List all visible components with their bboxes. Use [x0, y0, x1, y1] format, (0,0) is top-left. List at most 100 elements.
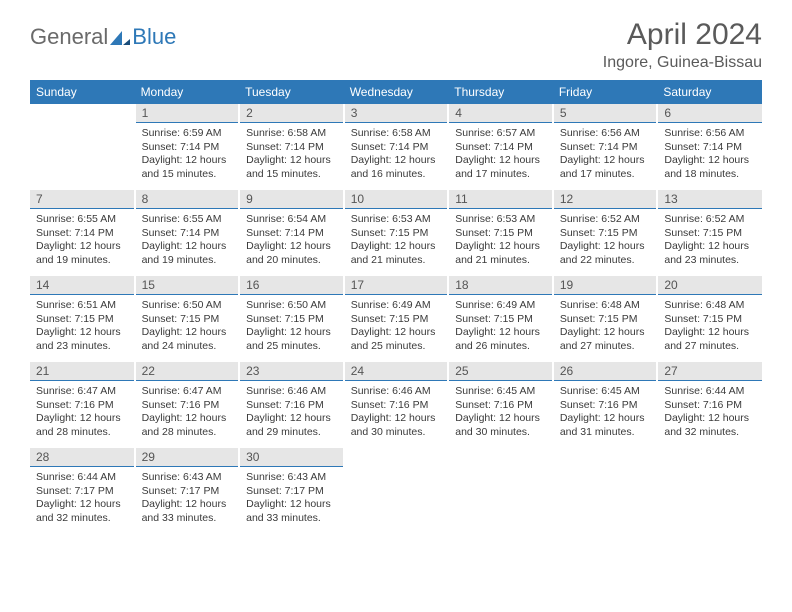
sunrise-line: Sunrise: 6:46 AM	[351, 385, 442, 399]
sunset-line: Sunset: 7:16 PM	[351, 399, 442, 413]
sunset-line: Sunset: 7:14 PM	[664, 141, 756, 155]
day-details: Sunrise: 6:52 AMSunset: 7:15 PMDaylight:…	[658, 209, 762, 274]
daylight-line: Daylight: 12 hours and 19 minutes.	[142, 240, 233, 267]
calendar-day-cell: 14Sunrise: 6:51 AMSunset: 7:15 PMDayligh…	[30, 276, 135, 362]
calendar-day-cell: 6 Sunrise: 6:56 AMSunset: 7:14 PMDaylight…	[657, 104, 762, 190]
daylight-line: Daylight: 12 hours and 17 minutes.	[455, 154, 546, 181]
calendar-day-cell: 12Sunrise: 6:52 AMSunset: 7:15 PMDayligh…	[553, 190, 658, 276]
sunrise-line: Sunrise: 6:43 AM	[142, 471, 233, 485]
day-details: Sunrise: 6:49 AMSunset: 7:15 PMDaylight:…	[449, 295, 552, 360]
day-number: 25	[449, 362, 552, 381]
calendar-day-cell: 20Sunrise: 6:48 AMSunset: 7:15 PMDayligh…	[657, 276, 762, 362]
day-number: 14	[30, 276, 134, 295]
sunset-line: Sunset: 7:14 PM	[36, 227, 128, 241]
day-details: Sunrise: 6:55 AMSunset: 7:14 PMDaylight:…	[136, 209, 239, 274]
weekday-header: Tuesday	[239, 80, 344, 104]
day-details: Sunrise: 6:53 AMSunset: 7:15 PMDaylight:…	[345, 209, 448, 274]
day-details: Sunrise: 6:50 AMSunset: 7:15 PMDaylight:…	[240, 295, 343, 360]
daylight-line: Daylight: 12 hours and 31 minutes.	[560, 412, 651, 439]
sunset-line: Sunset: 7:16 PM	[142, 399, 233, 413]
sunrise-line: Sunrise: 6:43 AM	[246, 471, 337, 485]
sunrise-line: Sunrise: 6:56 AM	[664, 127, 756, 141]
day-details: Sunrise: 6:45 AMSunset: 7:16 PMDaylight:…	[554, 381, 657, 446]
calendar-day-cell: 5Sunrise: 6:56 AMSunset: 7:14 PMDaylight…	[553, 104, 658, 190]
sunrise-line: Sunrise: 6:53 AM	[351, 213, 442, 227]
calendar-day-cell: 22Sunrise: 6:47 AMSunset: 7:16 PMDayligh…	[135, 362, 240, 448]
sunrise-line: Sunrise: 6:45 AM	[560, 385, 651, 399]
sunrise-line: Sunrise: 6:47 AM	[142, 385, 233, 399]
daylight-line: Daylight: 12 hours and 21 minutes.	[455, 240, 546, 267]
calendar-day-cell	[344, 448, 449, 534]
calendar-day-cell: 11Sunrise: 6:53 AMSunset: 7:15 PMDayligh…	[448, 190, 553, 276]
page-header: General Blue April 2024 Ingore, Guinea-B…	[30, 18, 762, 72]
sunset-line: Sunset: 7:17 PM	[142, 485, 233, 499]
sunrise-line: Sunrise: 6:50 AM	[142, 299, 233, 313]
calendar-day-cell: 17Sunrise: 6:49 AMSunset: 7:15 PMDayligh…	[344, 276, 449, 362]
day-details: Sunrise: 6:50 AMSunset: 7:15 PMDaylight:…	[136, 295, 239, 360]
calendar-day-cell	[553, 448, 658, 534]
day-number: 9	[240, 190, 343, 209]
day-number: 19	[554, 276, 657, 295]
day-number: 17	[345, 276, 448, 295]
sunset-line: Sunset: 7:16 PM	[246, 399, 337, 413]
day-number: 15	[136, 276, 239, 295]
sunset-line: Sunset: 7:15 PM	[36, 313, 128, 327]
sunset-line: Sunset: 7:14 PM	[246, 227, 337, 241]
weekday-header: Thursday	[448, 80, 553, 104]
daylight-line: Daylight: 12 hours and 15 minutes.	[142, 154, 233, 181]
day-number: 6	[658, 104, 762, 123]
weekday-header-row: Sunday Monday Tuesday Wednesday Thursday…	[30, 80, 762, 104]
daylight-line: Daylight: 12 hours and 26 minutes.	[455, 326, 546, 353]
calendar-week-row: 21Sunrise: 6:47 AMSunset: 7:16 PMDayligh…	[30, 362, 762, 448]
daylight-line: Daylight: 12 hours and 28 minutes.	[142, 412, 233, 439]
day-details: Sunrise: 6:47 AMSunset: 7:16 PMDaylight:…	[30, 381, 134, 446]
day-details: Sunrise: 6:56 AMSunset: 7:14 PMDaylight:…	[554, 123, 657, 188]
day-number: 16	[240, 276, 343, 295]
day-details: Sunrise: 6:51 AMSunset: 7:15 PMDaylight:…	[30, 295, 134, 360]
daylight-line: Daylight: 12 hours and 27 minutes.	[560, 326, 651, 353]
daylight-line: Daylight: 12 hours and 22 minutes.	[560, 240, 651, 267]
day-number: 3	[345, 104, 448, 123]
calendar-day-cell: 3Sunrise: 6:58 AMSunset: 7:14 PMDaylight…	[344, 104, 449, 190]
day-details: Sunrise: 6:44 AMSunset: 7:17 PMDaylight:…	[30, 467, 134, 532]
weekday-header: Monday	[135, 80, 240, 104]
day-details: Sunrise: 6:43 AMSunset: 7:17 PMDaylight:…	[136, 467, 239, 532]
sunset-line: Sunset: 7:15 PM	[455, 227, 546, 241]
day-details: Sunrise: 6:45 AMSunset: 7:16 PMDaylight:…	[449, 381, 552, 446]
sunset-line: Sunset: 7:15 PM	[351, 313, 442, 327]
calendar-week-row: 28Sunrise: 6:44 AMSunset: 7:17 PMDayligh…	[30, 448, 762, 534]
daylight-line: Daylight: 12 hours and 30 minutes.	[351, 412, 442, 439]
sunset-line: Sunset: 7:15 PM	[455, 313, 546, 327]
day-number: 5	[554, 104, 657, 123]
day-details: Sunrise: 6:44 AMSunset: 7:16 PMDaylight:…	[658, 381, 762, 446]
sunrise-line: Sunrise: 6:50 AM	[246, 299, 337, 313]
sunset-line: Sunset: 7:16 PM	[455, 399, 546, 413]
weekday-header: Wednesday	[344, 80, 449, 104]
sunset-line: Sunset: 7:16 PM	[36, 399, 128, 413]
day-number: 11	[449, 190, 552, 209]
sunrise-line: Sunrise: 6:45 AM	[455, 385, 546, 399]
day-details: Sunrise: 6:59 AMSunset: 7:14 PMDaylight:…	[136, 123, 239, 188]
calendar-day-cell: 29Sunrise: 6:43 AMSunset: 7:17 PMDayligh…	[135, 448, 240, 534]
calendar-day-cell: 23Sunrise: 6:46 AMSunset: 7:16 PMDayligh…	[239, 362, 344, 448]
sunset-line: Sunset: 7:15 PM	[142, 313, 233, 327]
sunrise-line: Sunrise: 6:58 AM	[246, 127, 337, 141]
logo-text-general: General	[30, 24, 108, 50]
sunset-line: Sunset: 7:15 PM	[351, 227, 442, 241]
daylight-line: Daylight: 12 hours and 30 minutes.	[455, 412, 546, 439]
sunrise-line: Sunrise: 6:46 AM	[246, 385, 337, 399]
daylight-line: Daylight: 12 hours and 32 minutes.	[36, 498, 128, 525]
day-number: 12	[554, 190, 657, 209]
calendar-day-cell: 25Sunrise: 6:45 AMSunset: 7:16 PMDayligh…	[448, 362, 553, 448]
calendar-day-cell: 16Sunrise: 6:50 AMSunset: 7:15 PMDayligh…	[239, 276, 344, 362]
day-number: 18	[449, 276, 552, 295]
calendar-day-cell: 27Sunrise: 6:44 AMSunset: 7:16 PMDayligh…	[657, 362, 762, 448]
sunset-line: Sunset: 7:16 PM	[664, 399, 756, 413]
sunset-line: Sunset: 7:17 PM	[246, 485, 337, 499]
month-title: April 2024	[603, 18, 762, 52]
daylight-line: Daylight: 12 hours and 18 minutes.	[664, 154, 756, 181]
daylight-line: Daylight: 12 hours and 25 minutes.	[351, 326, 442, 353]
day-details: Sunrise: 6:43 AMSunset: 7:17 PMDaylight:…	[240, 467, 343, 532]
day-details: Sunrise: 6:58 AMSunset: 7:14 PMDaylight:…	[240, 123, 343, 188]
day-number: 13	[658, 190, 762, 209]
